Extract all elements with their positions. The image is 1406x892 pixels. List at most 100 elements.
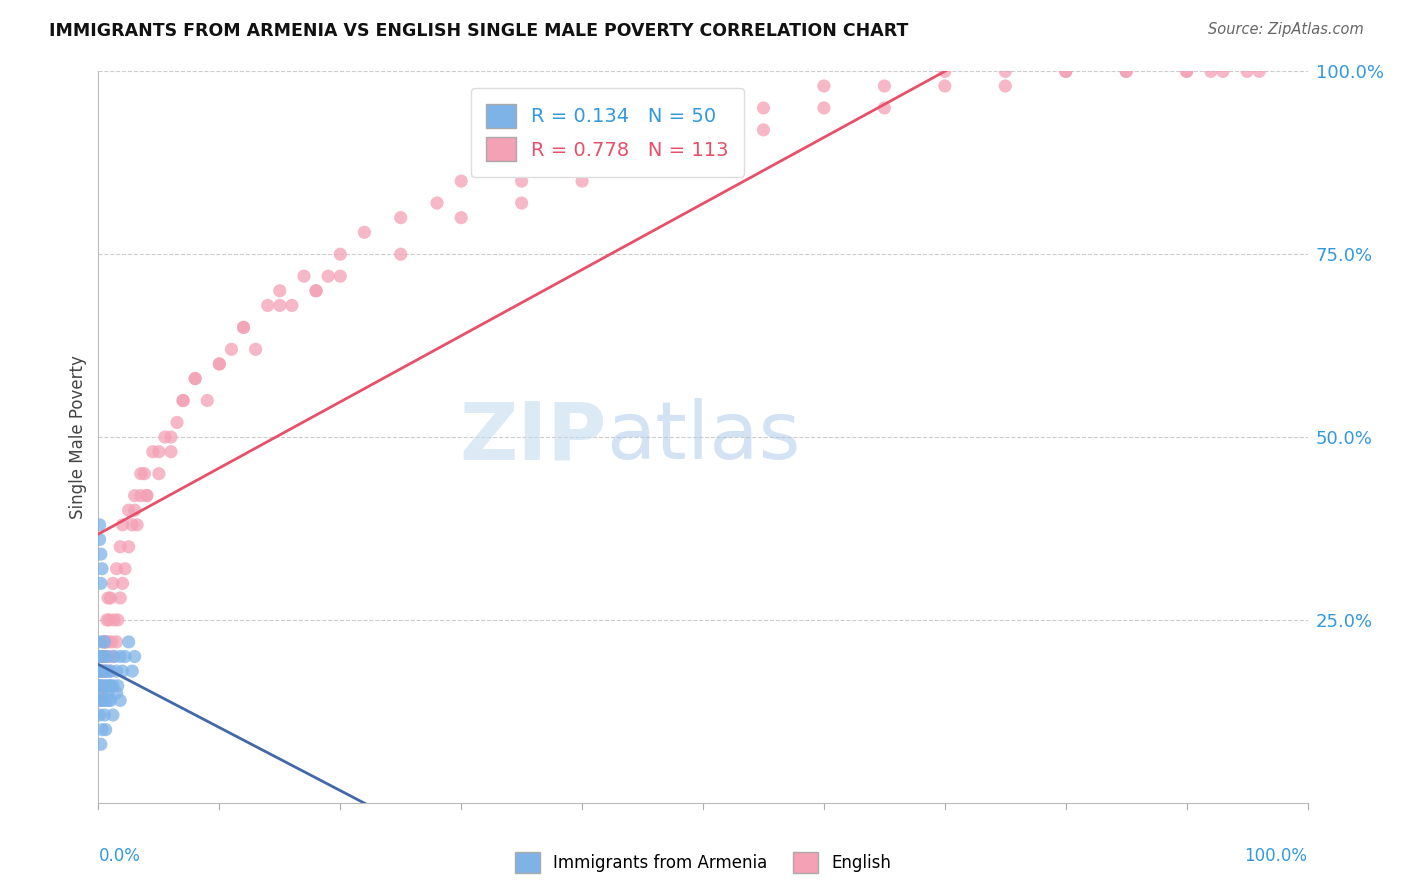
Point — [232, 320, 254, 334]
Text: atlas: atlas — [606, 398, 800, 476]
Point — [121, 517, 143, 532]
Point — [93, 679, 115, 693]
Point — [100, 591, 122, 605]
Point — [107, 679, 129, 693]
Point — [89, 708, 111, 723]
Point — [172, 393, 194, 408]
Point — [184, 371, 207, 385]
Point — [1054, 64, 1077, 78]
Point — [94, 723, 117, 737]
Point — [105, 562, 128, 576]
Point — [450, 174, 472, 188]
Point — [91, 686, 114, 700]
Point — [281, 298, 304, 312]
Point — [129, 489, 152, 503]
Point — [1115, 64, 1137, 78]
Point — [160, 430, 183, 444]
Point — [1249, 64, 1271, 78]
Point — [91, 723, 114, 737]
Point — [127, 517, 149, 532]
Point — [97, 591, 120, 605]
Point — [111, 576, 134, 591]
Point — [160, 444, 183, 458]
Point — [89, 693, 111, 707]
Point — [752, 123, 775, 137]
Point — [108, 540, 131, 554]
Point — [292, 269, 315, 284]
Point — [91, 635, 114, 649]
Point — [135, 489, 157, 503]
Point — [97, 686, 120, 700]
Point — [571, 174, 593, 188]
Point — [93, 635, 115, 649]
Point — [221, 343, 243, 357]
Point — [100, 693, 122, 707]
Point — [91, 686, 114, 700]
Point — [89, 679, 111, 693]
Point — [94, 649, 117, 664]
Point — [595, 152, 617, 166]
Point — [108, 693, 131, 707]
Point — [97, 635, 120, 649]
Point — [105, 664, 128, 678]
Text: ZIP: ZIP — [458, 398, 606, 476]
Point — [1199, 64, 1222, 78]
Point — [91, 649, 114, 664]
Point — [90, 664, 112, 678]
Point — [114, 562, 136, 576]
Point — [305, 284, 328, 298]
Point — [91, 693, 114, 707]
Point — [103, 613, 125, 627]
Point — [873, 78, 896, 93]
Point — [124, 503, 146, 517]
Point — [101, 708, 124, 723]
Point — [89, 664, 111, 678]
Point — [89, 693, 111, 707]
Point — [94, 664, 117, 678]
Point — [208, 357, 231, 371]
Point — [208, 357, 231, 371]
Point — [426, 196, 449, 211]
Point — [101, 679, 124, 693]
Point — [96, 649, 118, 664]
Point — [91, 649, 114, 664]
Point — [1236, 64, 1258, 78]
Point — [90, 547, 112, 561]
Point — [135, 489, 157, 503]
Point — [329, 269, 352, 284]
Point — [269, 298, 291, 312]
Legend: R = 0.134   N = 50, R = 0.778   N = 113: R = 0.134 N = 50, R = 0.778 N = 113 — [471, 88, 744, 177]
Point — [118, 635, 141, 649]
Point — [90, 664, 112, 678]
Point — [692, 137, 714, 152]
Point — [96, 664, 118, 678]
Point — [90, 679, 112, 693]
Point — [90, 737, 112, 751]
Point — [90, 635, 112, 649]
Point — [692, 101, 714, 115]
Point — [153, 430, 176, 444]
Point — [510, 196, 533, 211]
Point — [148, 444, 170, 458]
Point — [245, 343, 267, 357]
Point — [93, 649, 115, 664]
Point — [124, 649, 146, 664]
Point — [232, 320, 254, 334]
Point — [98, 613, 121, 627]
Point — [994, 78, 1017, 93]
Point — [172, 393, 194, 408]
Point — [389, 211, 412, 225]
Text: 100.0%: 100.0% — [1244, 847, 1308, 864]
Point — [94, 635, 117, 649]
Point — [142, 444, 165, 458]
Point — [94, 693, 117, 707]
Point — [1212, 64, 1234, 78]
Point — [100, 679, 122, 693]
Point — [118, 540, 141, 554]
Point — [89, 649, 111, 664]
Point — [111, 664, 134, 678]
Point — [89, 664, 111, 678]
Point — [329, 247, 352, 261]
Point — [269, 284, 291, 298]
Point — [90, 576, 112, 591]
